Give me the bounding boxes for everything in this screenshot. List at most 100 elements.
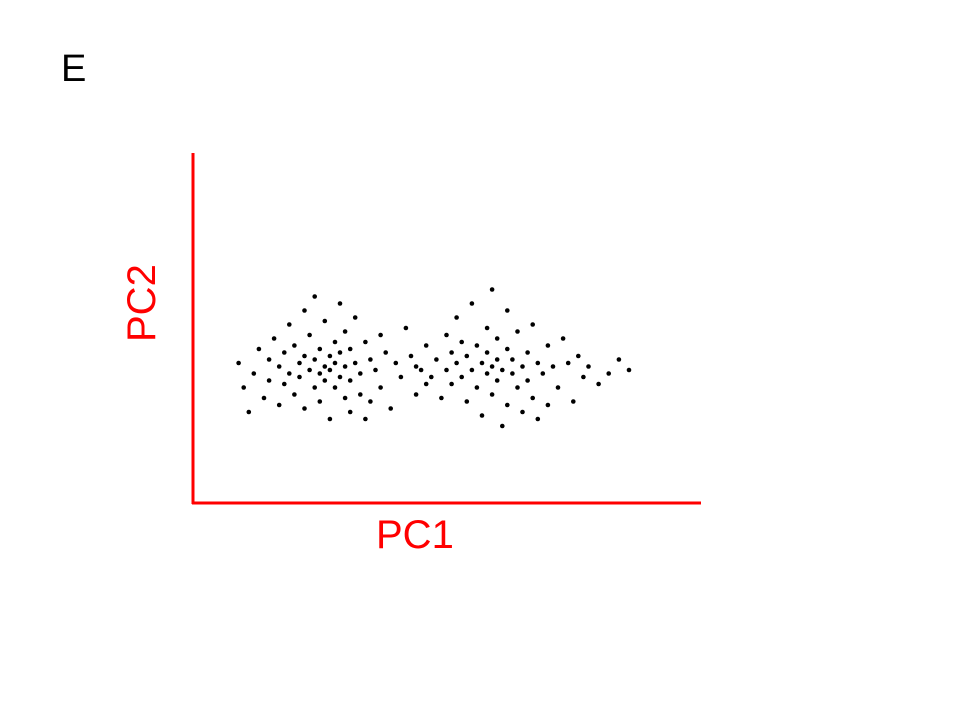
data-point bbox=[439, 395, 444, 401]
data-point bbox=[494, 378, 500, 383]
data-point bbox=[545, 402, 551, 408]
data-point bbox=[474, 385, 480, 390]
data-point bbox=[378, 385, 383, 390]
data-point bbox=[246, 409, 252, 415]
data-point bbox=[576, 353, 581, 359]
data-point bbox=[317, 371, 323, 376]
data-point bbox=[307, 332, 312, 338]
data-point bbox=[469, 367, 475, 373]
data-point bbox=[418, 367, 424, 373]
data-point bbox=[276, 402, 282, 408]
data-point bbox=[596, 381, 601, 387]
data-point bbox=[302, 308, 307, 313]
data-point bbox=[434, 357, 439, 362]
data-point bbox=[363, 339, 368, 345]
data-point bbox=[347, 409, 353, 415]
data-point bbox=[449, 350, 454, 355]
y-axis-label: PC2 bbox=[120, 264, 164, 342]
data-point bbox=[266, 378, 272, 383]
data-point bbox=[282, 350, 287, 355]
data-point bbox=[474, 343, 480, 348]
data-point bbox=[413, 392, 419, 397]
data-point bbox=[484, 325, 490, 331]
data-point bbox=[510, 357, 515, 362]
data-point bbox=[484, 350, 490, 355]
data-point bbox=[393, 360, 399, 366]
data-point bbox=[261, 395, 267, 401]
data-point bbox=[505, 346, 510, 352]
data-point bbox=[368, 357, 373, 362]
data-point bbox=[378, 332, 383, 338]
data-point bbox=[317, 346, 323, 352]
data-point bbox=[337, 350, 343, 355]
data-point bbox=[535, 416, 541, 422]
data-point bbox=[241, 385, 246, 390]
data-point bbox=[550, 364, 556, 369]
data-point bbox=[560, 336, 566, 341]
data-point bbox=[347, 346, 353, 352]
data-point bbox=[271, 336, 277, 341]
data-point bbox=[464, 399, 470, 404]
data-point bbox=[494, 336, 500, 341]
data-point bbox=[287, 371, 292, 376]
data-point bbox=[342, 329, 348, 334]
data-point bbox=[469, 301, 475, 306]
data-point bbox=[423, 381, 429, 387]
data-point bbox=[616, 357, 622, 362]
data-point bbox=[322, 318, 328, 324]
x-axis-label: PC1 bbox=[376, 513, 454, 557]
data-point bbox=[489, 364, 495, 369]
data-point bbox=[302, 406, 307, 411]
data-point bbox=[520, 364, 525, 369]
data-point bbox=[352, 360, 358, 366]
data-point bbox=[388, 406, 394, 411]
data-point bbox=[484, 371, 490, 376]
data-point bbox=[337, 301, 343, 306]
data-point bbox=[489, 392, 495, 397]
data-point bbox=[358, 371, 363, 376]
data-point bbox=[459, 339, 465, 345]
data-point bbox=[479, 413, 485, 418]
data-point bbox=[515, 329, 520, 334]
data-point bbox=[479, 360, 485, 366]
data-point bbox=[413, 364, 419, 369]
data-point bbox=[292, 392, 297, 397]
data-point bbox=[530, 395, 535, 401]
data-point bbox=[327, 416, 333, 422]
data-point bbox=[358, 392, 363, 397]
data-point bbox=[555, 385, 561, 390]
data-point bbox=[626, 367, 632, 373]
data-point bbox=[256, 346, 262, 352]
data-point bbox=[464, 353, 470, 359]
data-point bbox=[525, 378, 530, 383]
data-point bbox=[571, 399, 576, 404]
data-point bbox=[337, 374, 343, 380]
data-point bbox=[297, 374, 302, 380]
data-point bbox=[565, 360, 571, 366]
data-point bbox=[322, 378, 328, 383]
data-point bbox=[505, 308, 510, 313]
data-point bbox=[494, 357, 500, 362]
data-point bbox=[251, 371, 257, 376]
data-point bbox=[444, 332, 449, 338]
data-point bbox=[282, 381, 287, 387]
data-point bbox=[515, 385, 520, 390]
data-point bbox=[459, 374, 465, 380]
data-point bbox=[307, 367, 312, 373]
data-point bbox=[332, 385, 338, 390]
data-point bbox=[500, 367, 505, 373]
data-point bbox=[500, 423, 505, 429]
data-point bbox=[342, 364, 348, 369]
data-point bbox=[312, 357, 318, 362]
data-point bbox=[586, 364, 591, 369]
data-point bbox=[398, 374, 404, 380]
data-point bbox=[540, 371, 546, 376]
data-point bbox=[297, 360, 302, 366]
data-point bbox=[408, 353, 414, 359]
data-point bbox=[510, 371, 515, 376]
data-point bbox=[423, 343, 429, 348]
data-point bbox=[342, 395, 348, 401]
data-point bbox=[266, 357, 272, 362]
data-point bbox=[332, 339, 338, 345]
